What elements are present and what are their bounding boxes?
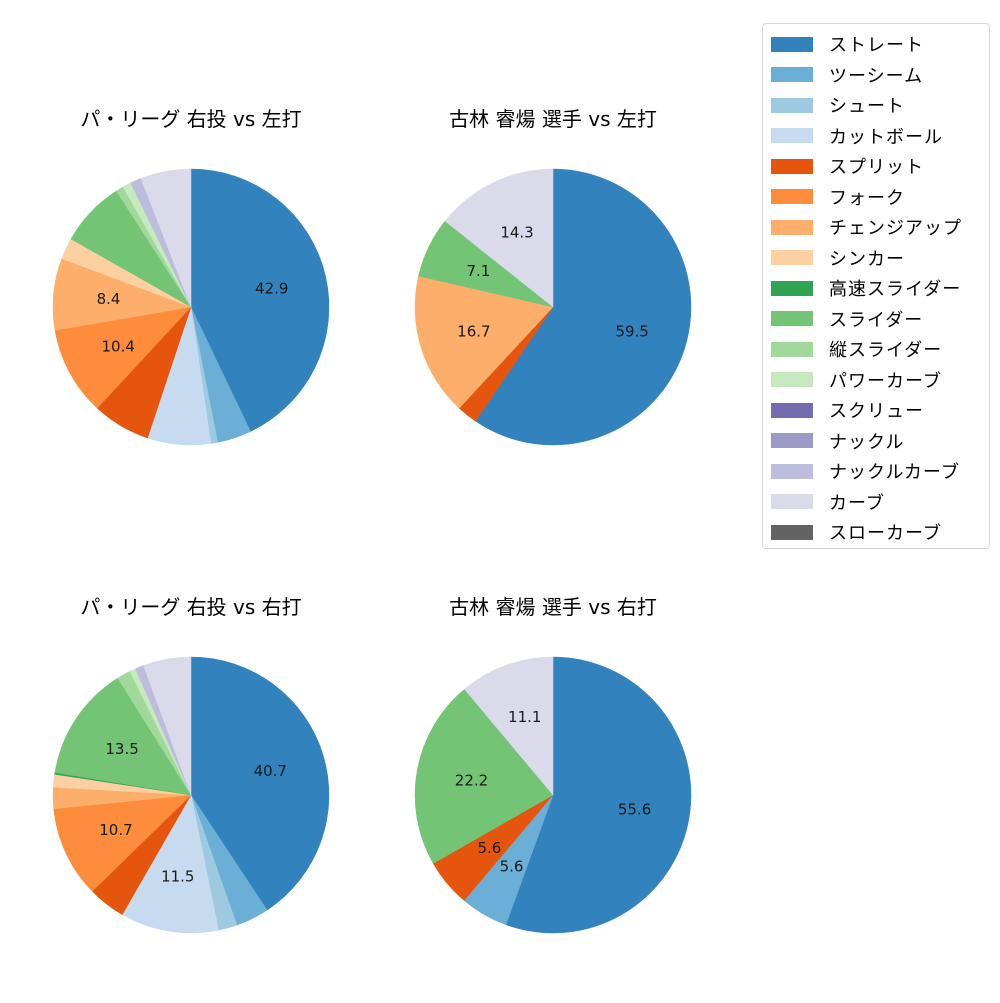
- legend-item: フォーク: [771, 182, 905, 212]
- pie-slice: [464, 656, 554, 796]
- legend-label: カーブ: [829, 492, 885, 514]
- slice-value-label: 8.4: [97, 290, 121, 308]
- pie-slice: [54, 306, 192, 409]
- legend-swatch: [771, 219, 813, 235]
- slice-value-label: 11.1: [508, 708, 541, 726]
- legend-item: 縦スライダー: [771, 334, 942, 364]
- legend-item: カットボール: [771, 121, 943, 151]
- legend-label: 縦スライダー: [829, 340, 943, 361]
- legend-swatch: [771, 433, 813, 448]
- legend-swatch: [771, 524, 813, 540]
- legend-swatch: [771, 341, 813, 357]
- legend-label: シンカー: [829, 248, 905, 270]
- legend-item: パワーカーブ: [771, 365, 942, 395]
- panel-title: 古林 睿煬 選手 vs 右打: [449, 595, 657, 619]
- slice-value-label: 59.5: [615, 322, 648, 340]
- legend-label: ツーシーム: [829, 65, 924, 87]
- legend: ストレートツーシームシュートカットボール スプリットフォークチェンジアップ シンカー…: [762, 23, 990, 549]
- legend-item: スプリット: [771, 151, 924, 181]
- legend-swatch: [771, 189, 813, 204]
- pie-chart: 59.5 16.7 7.1 14.3: [414, 168, 692, 446]
- slice-value-label: 16.7: [457, 322, 490, 340]
- slice-value-label: 22.2: [455, 771, 488, 789]
- legend-swatch: [771, 372, 813, 387]
- legend-label: チェンジアップ: [829, 218, 962, 239]
- panel-title: 古林 睿煬 選手 vs 左打: [449, 107, 657, 131]
- legend-swatch: [771, 36, 813, 52]
- legend-item: ナックル: [771, 426, 904, 456]
- pie-slice: [444, 168, 554, 308]
- pie-slice: [190, 168, 330, 432]
- slice-value-label: 55.6: [618, 800, 651, 818]
- legend-item: スクリュー: [771, 395, 924, 425]
- pie-slice: [140, 168, 192, 308]
- legend-label: スプリット: [829, 157, 924, 178]
- pie-chart: 55.6 5.65.6 22.2 11.1: [414, 656, 692, 934]
- legend-item: シンカー: [771, 243, 905, 273]
- legend-label: スクリュー: [829, 401, 924, 422]
- legend-item: チェンジアップ: [771, 212, 962, 242]
- legend-swatch: [771, 67, 813, 82]
- legend-item: ストレート: [771, 29, 924, 59]
- pie-chart: 42.9 10.4 8.4: [52, 168, 330, 446]
- legend-swatch: [771, 463, 813, 479]
- legend-swatch: [771, 311, 813, 326]
- legend-item: カーブ: [771, 487, 885, 517]
- slice-value-label: 5.6: [477, 839, 501, 857]
- panel-title: パ・リーグ 右投 vs 右打: [80, 595, 302, 619]
- legend-label: 高速スライダー: [829, 279, 962, 300]
- legend-swatch: [771, 158, 813, 174]
- legend-item: ナックルカーブ: [771, 456, 960, 486]
- pie-panel-player-vs-left: 古林 睿煬 選手 vs 左打 59.5 16.7 7.1 14.3: [388, 95, 718, 515]
- slice-value-label: 14.3: [500, 223, 533, 241]
- legend-label: スライダー: [829, 309, 924, 331]
- legend-swatch: [771, 250, 813, 265]
- panel-title: パ・リーグ 右投 vs 左打: [80, 107, 302, 131]
- legend-label: ナックルカーブ: [829, 462, 960, 483]
- slice-value-label: 13.5: [105, 740, 138, 758]
- legend-label: スローカーブ: [829, 523, 942, 544]
- legend-item: 高速スライダー: [771, 273, 961, 303]
- legend-item: スライダー: [771, 304, 923, 334]
- pie-slice: [414, 688, 554, 864]
- slice-value-label: 11.5: [161, 868, 194, 886]
- pie-panel-player-vs-right: 古林 睿煬 選手 vs 右打 55.6 5.6 5.6 22.2 11.1: [388, 583, 718, 1003]
- slice-value-label: 40.7: [254, 762, 287, 780]
- legend-label: ナックル: [829, 431, 905, 453]
- legend-swatch: [771, 280, 813, 296]
- pie-slice: [505, 656, 692, 934]
- pie-slice: [54, 677, 192, 796]
- pie-panel-league-vs-left: パ・リーグ 右投 vs 左打 42.9 10.4 8.4: [26, 95, 356, 515]
- slice-value-label: 5.6: [500, 858, 524, 876]
- legend-label: パワーカーブ: [829, 370, 942, 392]
- pie-panel-league-vs-right: パ・リーグ 右投 vs 右打 40.7 11.5 10.7 13.5: [26, 583, 356, 1003]
- legend-label: フォーク: [829, 187, 905, 209]
- slice-value-label: 7.1: [466, 262, 490, 280]
- legend-item: ツーシーム: [771, 60, 923, 90]
- legend-label: カットボール: [829, 126, 943, 148]
- pie-slice: [121, 794, 219, 934]
- pie-slice: [414, 275, 554, 409]
- legend-item: スローカーブ: [771, 517, 942, 547]
- pie-slice: [53, 794, 192, 892]
- slice-value-label: 42.9: [255, 280, 288, 298]
- legend-label: シュート: [829, 96, 905, 117]
- legend-swatch: [771, 494, 813, 509]
- legend-label: ストレート: [829, 35, 924, 56]
- legend-swatch: [771, 402, 813, 418]
- pie-slice: [143, 656, 192, 796]
- legend-item: シュート: [771, 90, 905, 120]
- slice-value-label: 10.7: [99, 821, 132, 839]
- pie-chart: 40.7 11.5 10.7 13.5: [52, 656, 330, 934]
- legend-swatch: [771, 128, 813, 143]
- legend-swatch: [771, 97, 813, 113]
- slice-value-label: 10.4: [101, 337, 134, 355]
- pie-slice: [475, 168, 692, 446]
